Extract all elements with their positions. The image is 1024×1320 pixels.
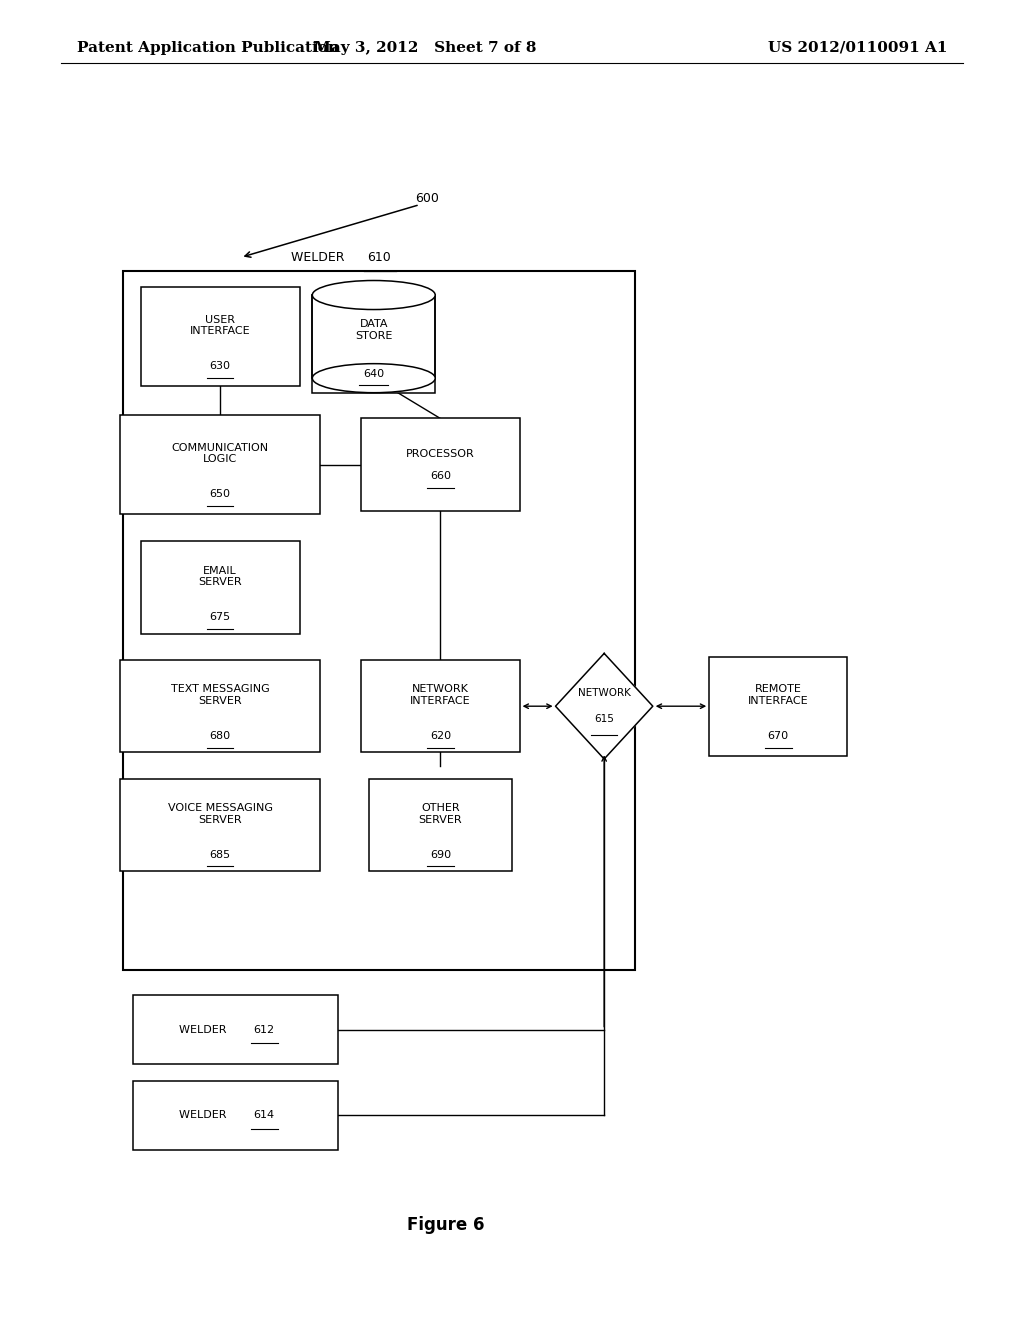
Text: 615: 615 bbox=[594, 714, 614, 725]
Bar bbox=[121, 416, 319, 513]
Polygon shape bbox=[555, 653, 653, 759]
Text: 614: 614 bbox=[254, 1110, 274, 1121]
Ellipse shape bbox=[312, 281, 435, 309]
Text: VOICE MESSAGING
SERVER: VOICE MESSAGING SERVER bbox=[168, 803, 272, 825]
Text: Patent Application Publication: Patent Application Publication bbox=[77, 41, 339, 54]
Text: 640: 640 bbox=[364, 368, 384, 379]
Text: DATA
STORE: DATA STORE bbox=[355, 319, 392, 341]
Text: Figure 6: Figure 6 bbox=[407, 1216, 484, 1234]
Text: US 2012/0110091 A1: US 2012/0110091 A1 bbox=[768, 41, 947, 54]
Bar bbox=[709, 656, 848, 755]
Text: WELDER: WELDER bbox=[179, 1110, 230, 1121]
Text: 675: 675 bbox=[210, 612, 230, 622]
Text: OTHER
SERVER: OTHER SERVER bbox=[419, 803, 462, 825]
Text: 680: 680 bbox=[210, 731, 230, 741]
Text: PROCESSOR: PROCESSOR bbox=[406, 449, 475, 458]
Bar bbox=[141, 288, 299, 385]
Text: COMMUNICATION
LOGIC: COMMUNICATION LOGIC bbox=[172, 442, 268, 465]
Text: REMOTE
INTERFACE: REMOTE INTERFACE bbox=[748, 684, 809, 706]
Text: 630: 630 bbox=[210, 362, 230, 371]
Text: 610: 610 bbox=[367, 251, 391, 264]
Text: TEXT MESSAGING
SERVER: TEXT MESSAGING SERVER bbox=[171, 684, 269, 706]
Bar bbox=[133, 995, 338, 1064]
Bar bbox=[360, 418, 519, 511]
Text: 690: 690 bbox=[430, 850, 451, 859]
Text: 600: 600 bbox=[415, 191, 438, 205]
Text: EMAIL
SERVER: EMAIL SERVER bbox=[199, 565, 242, 587]
Bar bbox=[141, 541, 299, 634]
Bar bbox=[313, 281, 434, 297]
Text: 660: 660 bbox=[430, 471, 451, 480]
Text: 650: 650 bbox=[210, 490, 230, 499]
Bar bbox=[133, 1081, 338, 1150]
Text: 612: 612 bbox=[254, 1024, 274, 1035]
Text: 670: 670 bbox=[768, 731, 788, 741]
Text: May 3, 2012   Sheet 7 of 8: May 3, 2012 Sheet 7 of 8 bbox=[313, 41, 537, 54]
Bar bbox=[312, 296, 435, 393]
Text: USER
INTERFACE: USER INTERFACE bbox=[189, 314, 251, 337]
Bar bbox=[121, 779, 319, 871]
Bar bbox=[369, 779, 512, 871]
Bar bbox=[123, 271, 635, 970]
Bar bbox=[360, 660, 519, 752]
Text: 685: 685 bbox=[210, 850, 230, 859]
Text: WELDER: WELDER bbox=[179, 1024, 230, 1035]
Text: WELDER: WELDER bbox=[291, 251, 348, 264]
Text: NETWORK: NETWORK bbox=[578, 688, 631, 698]
Text: 620: 620 bbox=[430, 731, 451, 741]
Bar bbox=[121, 660, 319, 752]
Ellipse shape bbox=[312, 363, 435, 393]
Text: NETWORK
INTERFACE: NETWORK INTERFACE bbox=[410, 684, 471, 706]
